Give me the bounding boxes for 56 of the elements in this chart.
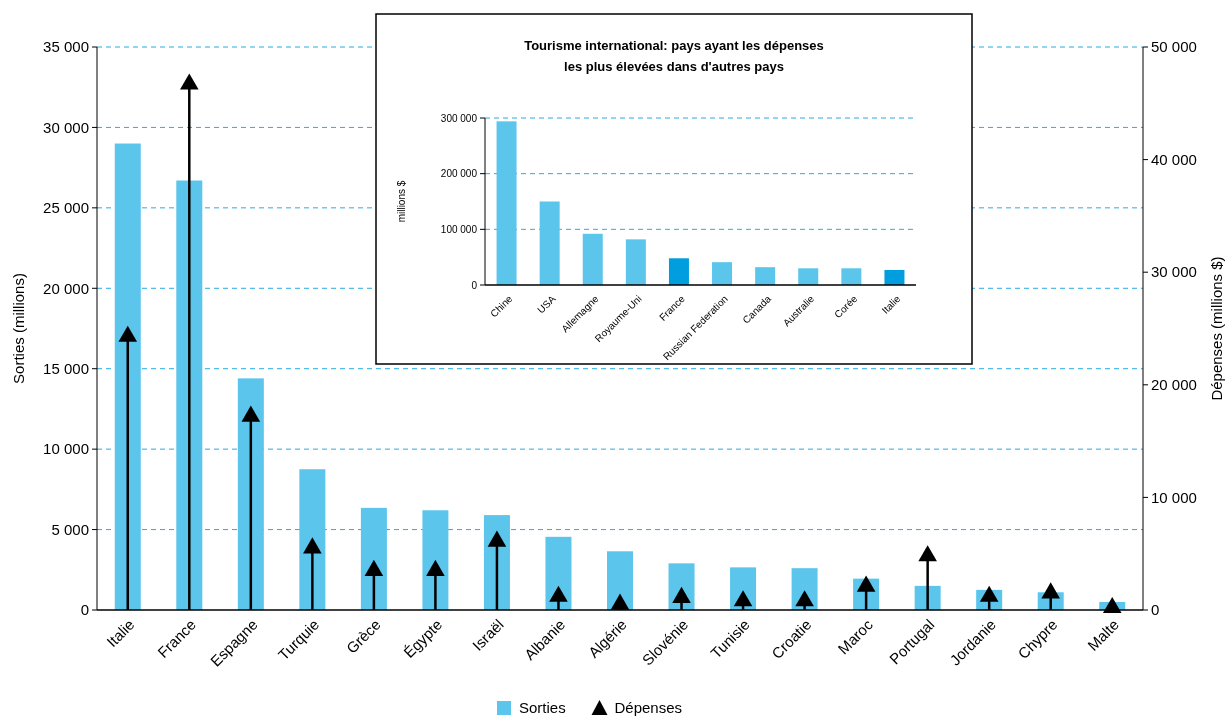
bar <box>755 267 776 285</box>
y-tick-label: 0 <box>471 279 478 291</box>
y-tick-label: 15 000 <box>43 359 89 377</box>
bar <box>539 201 560 285</box>
bar <box>237 378 264 610</box>
bar <box>712 262 733 285</box>
y2-tick-label: 50 000 <box>1151 38 1197 56</box>
y2-tick-label: 0 <box>1151 601 1160 619</box>
y-tick-label: 35 000 <box>43 38 89 56</box>
y2-tick-label: 40 000 <box>1151 150 1197 168</box>
bar <box>607 551 633 610</box>
y-tick-label: 0 <box>80 601 89 619</box>
y-tick-label: 25 000 <box>43 199 89 217</box>
bar <box>668 258 689 285</box>
bar <box>422 510 449 610</box>
point <box>1041 582 1061 599</box>
bar <box>114 143 141 610</box>
y-axis-title: millions $ <box>396 180 407 223</box>
y2-tick-label: 20 000 <box>1151 376 1197 394</box>
bar <box>299 469 326 610</box>
bar <box>545 536 572 610</box>
point <box>856 575 876 592</box>
point <box>118 325 138 342</box>
y-tick-label: 30 000 <box>43 118 89 136</box>
y-tick-label: 5 000 <box>51 520 89 538</box>
point <box>487 530 507 547</box>
y-tick-label: 100 000 <box>440 223 478 235</box>
y2-axis-title: Dépenses (millions $) <box>1208 256 1225 401</box>
y-tick-label: 300 000 <box>440 112 478 124</box>
bar <box>625 239 646 285</box>
y-axis-title: Sorties (millions) <box>10 273 27 384</box>
point <box>241 405 261 422</box>
y2-tick-label: 30 000 <box>1151 263 1197 281</box>
bar <box>360 507 387 610</box>
x-tick-label: USA <box>535 292 558 316</box>
x-tick-label: Italie <box>103 615 138 651</box>
point <box>179 73 199 90</box>
point <box>610 593 630 610</box>
legend-label: Dépenses <box>614 699 683 716</box>
bar <box>496 121 517 285</box>
chart-title: Tourisme international: pays ayant les dépenses les plus élevées dans d'autres pays <box>524 38 824 74</box>
point <box>549 585 568 602</box>
point <box>426 559 445 576</box>
point <box>364 559 384 576</box>
x-tick-label: Italie <box>879 292 903 316</box>
point <box>918 545 937 562</box>
legend-label: Sorties <box>519 699 566 716</box>
point <box>303 537 322 554</box>
y-tick-label: 10 000 <box>43 440 89 458</box>
y2-tick-label: 10 000 <box>1151 488 1197 506</box>
bar <box>582 233 603 285</box>
bar <box>884 269 905 285</box>
bar <box>841 268 862 285</box>
bar <box>798 268 819 285</box>
y-tick-label: 20 000 <box>43 279 89 297</box>
y-tick-label: 200 000 <box>440 168 478 180</box>
